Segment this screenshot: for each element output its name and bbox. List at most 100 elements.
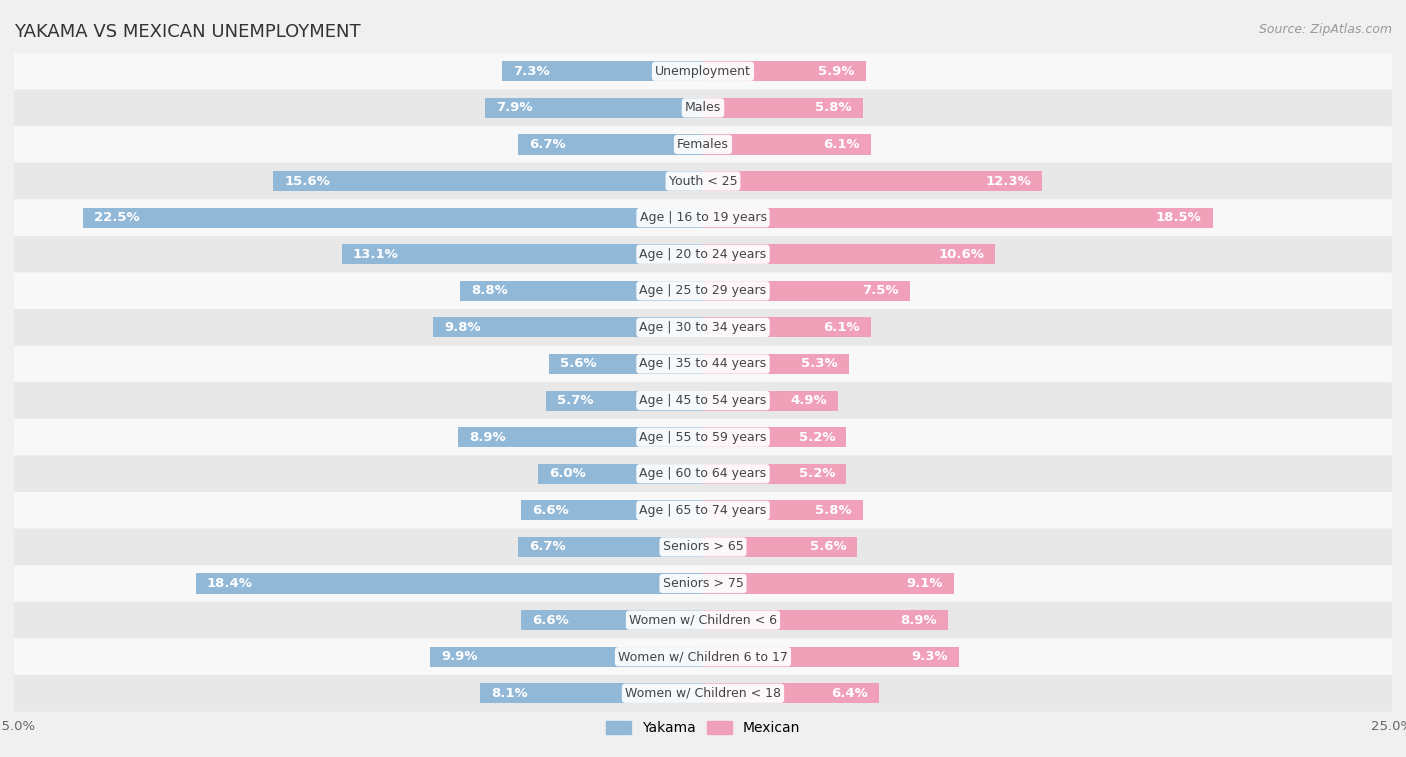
Bar: [703, 207, 1213, 228]
Text: 5.7%: 5.7%: [557, 394, 593, 407]
Text: 7.9%: 7.9%: [496, 101, 533, 114]
Text: 6.1%: 6.1%: [824, 138, 860, 151]
Text: 15.6%: 15.6%: [284, 175, 330, 188]
Bar: [537, 464, 703, 484]
FancyBboxPatch shape: [14, 126, 1392, 163]
Text: 7.5%: 7.5%: [862, 285, 898, 298]
Bar: [703, 574, 953, 593]
Bar: [83, 207, 703, 228]
FancyBboxPatch shape: [14, 346, 1392, 382]
Text: Males: Males: [685, 101, 721, 114]
Bar: [485, 98, 703, 118]
Text: 9.8%: 9.8%: [444, 321, 481, 334]
Bar: [703, 684, 879, 703]
Bar: [703, 537, 858, 557]
Bar: [703, 500, 863, 520]
Text: 22.5%: 22.5%: [94, 211, 139, 224]
Text: 6.7%: 6.7%: [530, 540, 567, 553]
Text: Seniors > 65: Seniors > 65: [662, 540, 744, 553]
Text: 8.9%: 8.9%: [468, 431, 505, 444]
Text: Unemployment: Unemployment: [655, 65, 751, 78]
Text: YAKAMA VS MEXICAN UNEMPLOYMENT: YAKAMA VS MEXICAN UNEMPLOYMENT: [14, 23, 361, 41]
Bar: [519, 537, 703, 557]
Bar: [703, 98, 863, 118]
Text: 6.6%: 6.6%: [531, 614, 569, 627]
Bar: [703, 464, 846, 484]
Text: 13.1%: 13.1%: [353, 248, 399, 260]
Bar: [430, 646, 703, 667]
Legend: Yakama, Mexican: Yakama, Mexican: [600, 716, 806, 741]
Text: 6.0%: 6.0%: [548, 467, 585, 480]
Text: Age | 30 to 34 years: Age | 30 to 34 years: [640, 321, 766, 334]
Bar: [522, 610, 703, 630]
Bar: [458, 427, 703, 447]
Bar: [519, 135, 703, 154]
Text: Youth < 25: Youth < 25: [669, 175, 737, 188]
Text: Age | 45 to 54 years: Age | 45 to 54 years: [640, 394, 766, 407]
Text: 6.4%: 6.4%: [831, 687, 869, 699]
FancyBboxPatch shape: [14, 675, 1392, 712]
Text: 5.6%: 5.6%: [810, 540, 846, 553]
Bar: [703, 646, 959, 667]
Text: Age | 65 to 74 years: Age | 65 to 74 years: [640, 504, 766, 517]
FancyBboxPatch shape: [14, 309, 1392, 346]
Text: Age | 25 to 29 years: Age | 25 to 29 years: [640, 285, 766, 298]
Text: 5.9%: 5.9%: [818, 65, 855, 78]
Bar: [703, 61, 866, 81]
Bar: [273, 171, 703, 191]
Bar: [548, 354, 703, 374]
Bar: [703, 610, 948, 630]
Bar: [195, 574, 703, 593]
Text: Age | 35 to 44 years: Age | 35 to 44 years: [640, 357, 766, 370]
Bar: [461, 281, 703, 301]
Text: 18.4%: 18.4%: [207, 577, 253, 590]
Text: 10.6%: 10.6%: [938, 248, 984, 260]
Text: 5.2%: 5.2%: [799, 467, 835, 480]
FancyBboxPatch shape: [14, 53, 1392, 89]
Text: Source: ZipAtlas.com: Source: ZipAtlas.com: [1258, 23, 1392, 36]
FancyBboxPatch shape: [14, 528, 1392, 565]
Bar: [342, 245, 703, 264]
Text: Age | 16 to 19 years: Age | 16 to 19 years: [640, 211, 766, 224]
Text: 18.5%: 18.5%: [1156, 211, 1202, 224]
Text: Age | 55 to 59 years: Age | 55 to 59 years: [640, 431, 766, 444]
Bar: [703, 135, 872, 154]
Text: 6.1%: 6.1%: [824, 321, 860, 334]
Bar: [433, 317, 703, 338]
Text: 5.8%: 5.8%: [815, 101, 852, 114]
Text: 6.7%: 6.7%: [530, 138, 567, 151]
Text: 12.3%: 12.3%: [986, 175, 1031, 188]
Bar: [703, 427, 846, 447]
Text: Age | 60 to 64 years: Age | 60 to 64 years: [640, 467, 766, 480]
FancyBboxPatch shape: [14, 273, 1392, 309]
FancyBboxPatch shape: [14, 492, 1392, 528]
Bar: [546, 391, 703, 410]
FancyBboxPatch shape: [14, 163, 1392, 199]
Text: 6.6%: 6.6%: [531, 504, 569, 517]
Bar: [703, 245, 995, 264]
Text: 8.1%: 8.1%: [491, 687, 527, 699]
Bar: [502, 61, 703, 81]
Text: 4.9%: 4.9%: [790, 394, 827, 407]
Text: 7.3%: 7.3%: [513, 65, 550, 78]
Text: 5.3%: 5.3%: [801, 357, 838, 370]
Text: 9.1%: 9.1%: [907, 577, 943, 590]
Text: Women w/ Children < 18: Women w/ Children < 18: [626, 687, 780, 699]
Text: 8.9%: 8.9%: [901, 614, 938, 627]
FancyBboxPatch shape: [14, 236, 1392, 273]
Text: 8.8%: 8.8%: [471, 285, 508, 298]
FancyBboxPatch shape: [14, 638, 1392, 675]
FancyBboxPatch shape: [14, 89, 1392, 126]
Text: Age | 20 to 24 years: Age | 20 to 24 years: [640, 248, 766, 260]
Text: Women w/ Children 6 to 17: Women w/ Children 6 to 17: [619, 650, 787, 663]
FancyBboxPatch shape: [14, 199, 1392, 236]
Text: 9.3%: 9.3%: [911, 650, 948, 663]
Text: Females: Females: [678, 138, 728, 151]
Bar: [703, 281, 910, 301]
Text: 5.8%: 5.8%: [815, 504, 852, 517]
FancyBboxPatch shape: [14, 602, 1392, 638]
Bar: [703, 317, 872, 338]
FancyBboxPatch shape: [14, 565, 1392, 602]
Text: Women w/ Children < 6: Women w/ Children < 6: [628, 614, 778, 627]
Bar: [703, 354, 849, 374]
